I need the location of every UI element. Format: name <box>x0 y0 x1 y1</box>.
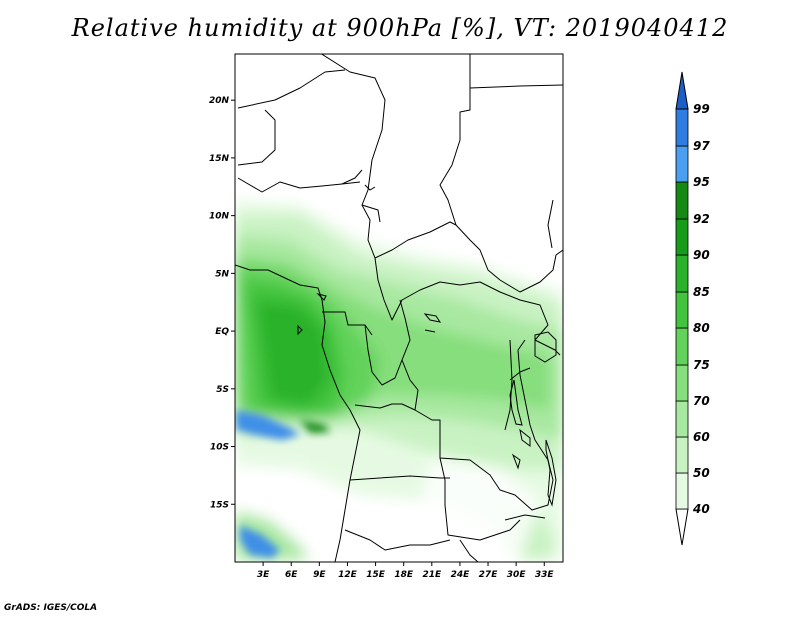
colorbar-box <box>675 145 689 183</box>
latitude-axis: 20N 15N 10N 5N EQ 5S 10S 15S <box>209 96 235 510</box>
colorbar-label: 80 <box>693 321 710 335</box>
colorbar-label: 99 <box>693 102 710 116</box>
colorbar-lower-triangle <box>675 508 689 546</box>
lon-tick-label: 9E <box>313 570 326 580</box>
colorbar-label: 75 <box>693 358 710 372</box>
lon-tick-label: 21E <box>422 570 442 580</box>
colorbar-upper-triangle <box>675 71 689 110</box>
colorbar-box <box>675 327 689 366</box>
map-frame <box>234 53 564 563</box>
longitude-axis: 3E 6E 9E 12E 15E 18E 21E 24E 27E 30E 33E <box>257 562 555 580</box>
lon-tick-label: 15E <box>366 570 386 580</box>
lat-tick-label: 10S <box>210 443 229 453</box>
colorbar-box <box>675 181 689 220</box>
colorbar-label: 92 <box>693 212 710 226</box>
lakes <box>297 184 557 507</box>
colorbar-label: 85 <box>693 285 710 299</box>
lon-tick-label: 30E <box>507 570 527 580</box>
lat-tick-label: 5S <box>216 385 229 395</box>
credit-label: GrADS: IGES/COLA <box>4 603 98 613</box>
boundaries <box>235 54 563 562</box>
colorbar-box <box>675 291 689 329</box>
colorbar-box <box>675 364 689 402</box>
lon-tick-label: 3E <box>257 570 270 580</box>
lon-tick-label: 18E <box>394 570 414 580</box>
colorbar-box <box>675 436 689 474</box>
map-title: Relative humidity at 900hPa [%], VT: 201… <box>71 14 729 42</box>
lon-tick-label: 27E <box>479 570 499 580</box>
colorbar-box <box>675 108 689 147</box>
humidity-field <box>235 54 563 562</box>
colorbar-label: 50 <box>693 466 710 480</box>
colorbar: 40 50 60 70 75 80 85 90 92 95 97 99 <box>675 71 710 546</box>
colorbar-box <box>675 400 689 438</box>
colorbar-box <box>675 254 689 293</box>
colorbar-label: 70 <box>693 394 710 408</box>
lon-tick-label: 24E <box>451 570 471 580</box>
lon-tick-label: 12E <box>338 570 358 580</box>
lat-tick-label: 15S <box>210 500 229 510</box>
lat-tick-label: 5N <box>215 269 229 279</box>
colorbar-label: 97 <box>693 139 710 153</box>
colorbar-label: 90 <box>693 248 710 262</box>
colorbar-box <box>675 472 689 510</box>
colorbar-label: 40 <box>692 502 710 516</box>
lon-tick-label: 33E <box>535 570 555 580</box>
lat-tick-label: 20N <box>209 96 230 106</box>
lat-tick-label: 10N <box>209 212 230 222</box>
colorbar-label: 60 <box>693 430 710 444</box>
lon-tick-label: 6E <box>285 570 298 580</box>
lat-tick-label: EQ <box>215 327 229 337</box>
colorbar-box <box>675 218 689 256</box>
colorbar-label: 95 <box>693 175 710 189</box>
lat-tick-label: 15N <box>209 154 230 164</box>
